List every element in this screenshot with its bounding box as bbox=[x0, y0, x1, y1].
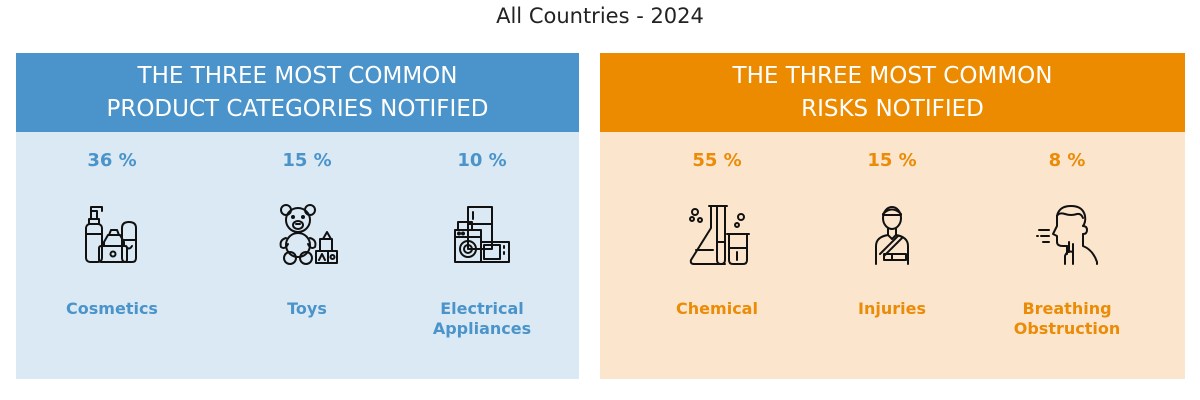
category-value-electrical-appliances: 10 % bbox=[457, 150, 507, 171]
product-categories-title-line-1: THE THREE MOST COMMON bbox=[137, 62, 458, 89]
category-value-cosmetics: 36 % bbox=[87, 150, 137, 171]
appliances-icon bbox=[452, 202, 512, 266]
risks-panel: THE THREE MOST COMMON RISKS NOTIFIED 55 … bbox=[600, 53, 1185, 379]
category-label-toys: Toys bbox=[287, 299, 327, 318]
risks-header: THE THREE MOST COMMON RISKS NOTIFIED bbox=[600, 53, 1185, 132]
risk-value-chemical: 55 % bbox=[692, 150, 742, 171]
injured-person-icon bbox=[862, 202, 922, 266]
product-categories-body: 36 % Cosmetics bbox=[16, 132, 579, 379]
risk-value-breathing-obstruction: 8 % bbox=[1048, 150, 1086, 171]
risks-title-line-1: THE THREE MOST COMMON bbox=[732, 62, 1053, 89]
category-label-electrical-appliances: Electrical Appliances bbox=[432, 299, 532, 338]
product-categories-title-line-2: PRODUCT CATEGORIES NOTIFIED bbox=[106, 95, 489, 122]
category-value-toys: 15 % bbox=[282, 150, 332, 171]
cosmetics-icon bbox=[82, 202, 142, 266]
risk-label-injuries: Injuries bbox=[858, 299, 926, 318]
product-categories-panel: THE THREE MOST COMMON PRODUCT CATEGORIES… bbox=[16, 53, 579, 379]
risk-value-injuries: 15 % bbox=[867, 150, 917, 171]
page-title: All Countries - 2024 bbox=[496, 4, 704, 28]
risks-title-line-2: RISKS NOTIFIED bbox=[801, 95, 984, 122]
breathing-obstruction-icon bbox=[1036, 202, 1098, 266]
risk-label-chemical: Chemical bbox=[676, 299, 758, 318]
product-categories-header: THE THREE MOST COMMON PRODUCT CATEGORIES… bbox=[16, 53, 579, 132]
risk-label-breathing-obstruction: Breathing Obstruction bbox=[1013, 299, 1121, 338]
category-label-cosmetics: Cosmetics bbox=[66, 299, 158, 318]
teddy-bear-icon bbox=[277, 202, 338, 266]
chemical-flask-icon bbox=[687, 202, 750, 266]
risks-body: 55 % bbox=[600, 132, 1185, 379]
